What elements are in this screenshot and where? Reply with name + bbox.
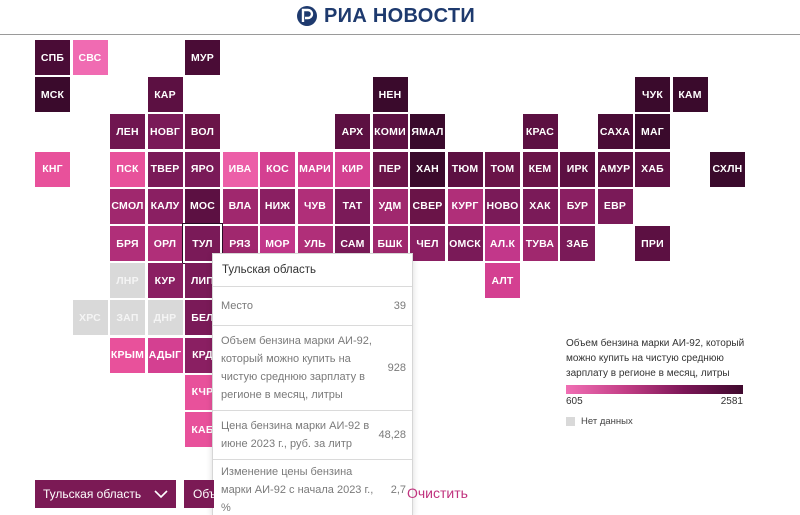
nodata-label: Нет данных — [581, 416, 633, 427]
region-tile[interactable]: КУР — [147, 263, 183, 299]
region-tile[interactable]: ДНР — [147, 300, 183, 336]
region-tile[interactable]: ВЛА — [222, 188, 258, 224]
legend-scale: 605 2581 — [566, 396, 743, 407]
region-tile[interactable]: СВЕР — [410, 188, 445, 224]
region-tile[interactable]: АДЫГ — [147, 337, 183, 373]
region-tile[interactable]: ТВЕР — [147, 151, 183, 187]
region-tile[interactable]: НИЖ — [260, 188, 295, 224]
region-tile[interactable]: ИВА — [222, 151, 258, 187]
nodata-swatch — [566, 417, 575, 426]
region-tile[interactable]: ПРИ — [635, 226, 670, 261]
ria-logo[interactable]: РИА НОВОСТИ — [296, 4, 475, 28]
region-tile[interactable]: ЕВР — [597, 188, 633, 224]
tooltip-row-value: 39 — [393, 300, 406, 312]
region-tile[interactable]: СПБ — [35, 40, 70, 75]
tooltip-row-volume: Объем бензина марки АИ-92, который можно… — [213, 325, 412, 410]
region-tile[interactable]: ЧУК — [635, 77, 670, 113]
region-tile[interactable]: МОС — [185, 188, 220, 224]
region-tile[interactable]: НОВГ — [147, 114, 183, 150]
legend-min: 605 — [566, 396, 583, 407]
region-tile[interactable]: ЧУВ — [297, 188, 333, 224]
region-tile[interactable]: АМУР — [597, 151, 633, 187]
region-tile[interactable]: КИР — [335, 151, 370, 187]
region-tile[interactable]: ОРЛ — [147, 226, 183, 261]
region-tile[interactable]: НЕН — [372, 77, 408, 113]
region-tile[interactable]: ЗАБ — [560, 226, 595, 261]
region-tile[interactable]: ПЕР — [372, 151, 408, 187]
legend-gradient-bar — [566, 385, 743, 394]
region-tile[interactable]: КУРГ — [447, 188, 483, 224]
clear-button[interactable]: Очистить — [407, 485, 468, 501]
region-tile[interactable]: ТАТ — [335, 188, 370, 224]
tooltip-row-value: 928 — [387, 362, 406, 374]
region-tile[interactable]: БУР — [560, 188, 595, 224]
region-tile[interactable]: СВС — [72, 40, 108, 75]
region-tile[interactable]: КРЫМ — [110, 337, 145, 373]
chevron-down-icon — [154, 489, 168, 498]
indicator-select-value: Объ — [193, 487, 214, 501]
tooltip-row-label: Объем бензина марки АИ-92, который можно… — [221, 335, 372, 401]
region-select-value: Тульская область — [43, 487, 142, 501]
tooltip-row-change: Изменение цены бензина марки АИ-92 с нач… — [213, 459, 412, 515]
region-tile[interactable]: ТЮМ — [447, 151, 483, 187]
ria-logo-icon — [297, 6, 317, 26]
region-tile[interactable]: ИРК — [560, 151, 595, 187]
region-tile[interactable]: СХЛН — [710, 151, 745, 187]
region-tile[interactable]: КАЛУ — [147, 188, 183, 224]
tooltip-row-label: Изменение цены бензина марки АИ-92 с нач… — [221, 466, 374, 514]
region-tile[interactable]: ПСК — [110, 151, 145, 187]
region-tile[interactable]: БРЯ — [110, 226, 145, 261]
region-tile[interactable]: МАГ — [635, 114, 670, 150]
region-tile[interactable]: ЯМАЛ — [410, 114, 445, 150]
tooltip-row-value: 2,7 — [390, 484, 406, 496]
legend-max: 2581 — [720, 396, 743, 407]
region-tile[interactable]: АЛ.К — [485, 226, 520, 261]
tooltip-region-name: Тульская область — [213, 254, 412, 286]
region-tile[interactable]: КОМИ — [372, 114, 408, 150]
color-legend: Объем бензина марки АИ-92, который можно… — [566, 336, 756, 427]
tooltip-row-price: Цена бензина марки АИ-92 в июне 2023 г.,… — [213, 410, 412, 459]
region-select[interactable]: Тульская область — [35, 480, 176, 508]
indicator-select[interactable]: Объ — [184, 480, 214, 508]
region-tile[interactable]: МУР — [185, 40, 220, 75]
region-tile[interactable]: ТОМ — [485, 151, 520, 187]
tooltip-row-label: Место — [221, 300, 253, 312]
legend-title: Объем бензина марки АИ-92, который можно… — [566, 338, 745, 379]
region-tile[interactable]: КАР — [147, 77, 183, 113]
region-tile[interactable]: УДМ — [372, 188, 408, 224]
region-tile[interactable]: ЛЕН — [110, 114, 145, 150]
region-tile[interactable]: САХА — [597, 114, 633, 150]
region-tile[interactable]: ЛНР — [110, 263, 145, 299]
region-tile[interactable]: ТУВА — [522, 226, 558, 261]
header: РИА НОВОСТИ — [0, 0, 800, 35]
region-tile[interactable]: ЗАП — [110, 300, 145, 336]
region-tile[interactable]: ЧЕЛ — [410, 226, 445, 261]
region-tooltip: Тульская область Место 39 Объем бензина … — [212, 253, 413, 515]
region-tile[interactable]: КОС — [260, 151, 295, 187]
region-tile[interactable]: ЯРО — [185, 151, 220, 187]
legend-nodata: Нет данных — [566, 416, 756, 427]
region-tile[interactable]: ВОЛ — [185, 114, 220, 150]
region-tile[interactable]: ХАБ — [635, 151, 670, 187]
region-tile[interactable]: СМОЛ — [110, 188, 145, 224]
region-tile[interactable]: КРАС — [522, 114, 558, 150]
region-tile[interactable]: КАМ — [672, 77, 708, 113]
region-tile[interactable]: КЕМ — [522, 151, 558, 187]
brand-name: РИА НОВОСТИ — [324, 4, 476, 27]
region-tile[interactable]: МАРИ — [297, 151, 333, 187]
region-tile[interactable]: НОВО — [485, 188, 520, 224]
region-tile[interactable]: КНГ — [35, 151, 70, 187]
tooltip-row-rank: Место 39 — [213, 286, 412, 325]
region-tile[interactable]: АЛТ — [485, 263, 520, 299]
tooltip-row-label: Цена бензина марки АИ-92 в июне 2023 г.,… — [221, 420, 370, 450]
region-tile[interactable]: ХАН — [410, 151, 445, 187]
region-tile[interactable]: ХАК — [522, 188, 558, 224]
tooltip-row-value: 48,28 — [378, 429, 406, 441]
region-tile[interactable]: МСК — [35, 77, 70, 113]
region-tile[interactable]: АРХ — [335, 114, 370, 150]
region-tile[interactable]: ХРС — [72, 300, 108, 336]
region-tile[interactable]: ОМСК — [447, 226, 483, 261]
